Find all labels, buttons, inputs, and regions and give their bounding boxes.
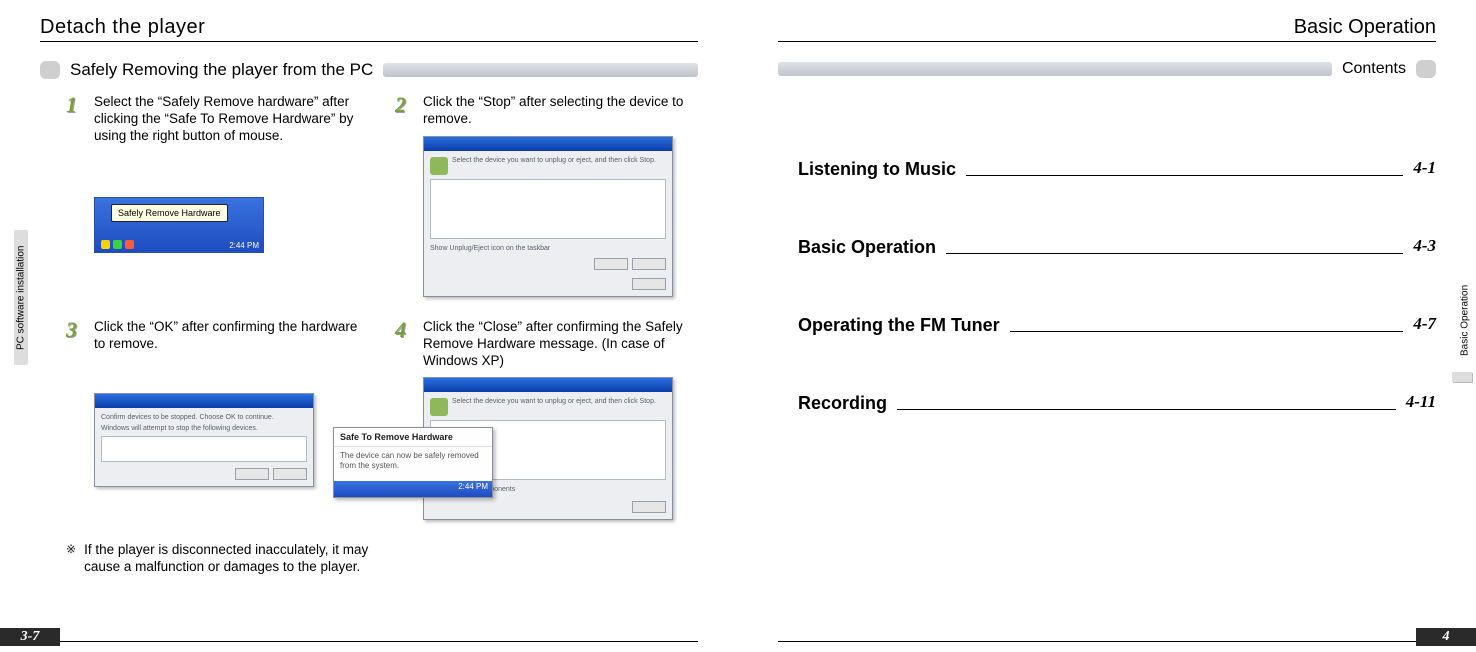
step-1: 1 Select the “Safely Remove hardware” af… <box>66 94 369 297</box>
toc-label: Listening to Music <box>798 159 956 180</box>
sub-heading-cap-icon <box>40 61 60 79</box>
page-right: Basic Operation Contents Listening to Mu… <box>738 0 1476 652</box>
safe-remove-balloon: Safe To Remove Hardware The device can n… <box>333 427 493 497</box>
toc-leader <box>897 409 1396 410</box>
contents-bar <box>778 62 1332 76</box>
step-3: 3 Click the “OK” after confirming the ha… <box>66 319 369 521</box>
side-tab-label: PC software installation <box>14 230 28 365</box>
sub-heading-bar <box>383 63 698 77</box>
taskbar-bubble: Safely Remove Hardware <box>111 204 228 222</box>
right-footer: 4 <box>778 628 1476 646</box>
toc-item: Operating the FM Tuner 4-7 <box>798 314 1436 336</box>
toc-page: 4-1 <box>1413 158 1436 180</box>
toc-leader <box>966 175 1403 176</box>
toc-label: Recording <box>798 393 887 414</box>
table-of-contents: Listening to Music 4-1 Basic Operation 4… <box>778 158 1436 414</box>
step-number: 4 <box>395 319 417 341</box>
usb-icon <box>430 398 448 416</box>
side-tab-left: PC software installation <box>14 230 28 365</box>
step-number: 2 <box>395 94 417 116</box>
step-text: Click the “Close” after confirming the S… <box>423 319 698 370</box>
page-number: 3-7 <box>0 628 60 646</box>
side-tab-tick <box>1452 372 1472 382</box>
side-tab-right: Basic Operation <box>1458 260 1472 380</box>
side-tab-label: Basic Operation <box>1458 260 1472 380</box>
step-1-screenshot: Safely Remove Hardware 2:44 PM <box>94 197 369 253</box>
close-button[interactable] <box>632 278 666 290</box>
steps-grid: 1 Select the “Safely Remove hardware” af… <box>40 94 698 520</box>
usb-icon <box>430 157 448 175</box>
step-text: Click the “Stop” after selecting the dev… <box>423 94 698 128</box>
toc-leader <box>946 253 1403 254</box>
step-number: 3 <box>66 319 88 341</box>
toc-leader <box>1010 331 1404 332</box>
step-2: 2 Click the “Stop” after selecting the d… <box>395 94 698 297</box>
toc-item: Basic Operation 4-3 <box>798 236 1436 258</box>
step-3-screenshot: Confirm devices to be stopped. Choose OK… <box>94 393 369 487</box>
contents-cap-icon <box>1416 60 1436 78</box>
step-4: 4 Click the “Close” after confirming the… <box>395 319 698 521</box>
xp-titlebar <box>424 378 672 392</box>
xp-titlebar <box>95 394 313 408</box>
footer-rule <box>778 641 1416 642</box>
note-icon: ※ <box>66 542 76 558</box>
sub-heading-row: Safely Removing the player from the PC <box>40 60 698 80</box>
close-button[interactable] <box>632 501 666 513</box>
step-number: 1 <box>66 94 88 116</box>
tray-icon <box>113 240 122 249</box>
toc-item: Listening to Music 4-1 <box>798 158 1436 180</box>
toc-page: 4-3 <box>1413 236 1436 258</box>
tray-icon <box>125 240 134 249</box>
step-text: Select the “Safely Remove hardware” afte… <box>94 94 369 145</box>
step-2-screenshot: Select the device you want to unplug or … <box>423 136 698 297</box>
toc-item: Recording 4-11 <box>798 392 1436 414</box>
contents-label: Contents <box>1342 60 1406 78</box>
page-title: Detach the player <box>40 16 205 39</box>
note-row: ※ If the player is disconnected inaccula… <box>40 542 698 576</box>
sub-heading: Safely Removing the player from the PC <box>70 60 373 80</box>
left-title-bar: Detach the player <box>40 16 698 42</box>
contents-row: Contents <box>778 60 1436 78</box>
step-4-screenshot: Select the device you want to unplug or … <box>423 377 698 520</box>
right-title-bar: Basic Operation <box>778 16 1436 42</box>
taskbar-clock: 2:44 PM <box>229 241 259 250</box>
footer-rule <box>60 641 698 642</box>
ok-button[interactable] <box>235 468 269 480</box>
step-text: Click the “OK” after confirming the hard… <box>94 319 369 353</box>
toc-label: Operating the FM Tuner <box>798 315 1000 336</box>
note-text: If the player is disconnected inacculate… <box>84 542 374 576</box>
xp-titlebar <box>424 137 672 151</box>
page-title: Basic Operation <box>1294 16 1436 39</box>
page-left: Detach the player Safely Removing the pl… <box>0 0 738 652</box>
toc-page: 4-7 <box>1413 314 1436 336</box>
toc-label: Basic Operation <box>798 237 936 258</box>
tray-icon <box>101 240 110 249</box>
left-footer: 3-7 <box>0 628 698 646</box>
page-number: 4 <box>1416 628 1476 646</box>
stop-button[interactable] <box>632 258 666 270</box>
properties-button[interactable] <box>594 258 628 270</box>
tray-icons <box>101 240 134 249</box>
toc-page: 4-11 <box>1406 392 1436 414</box>
cancel-button[interactable] <box>273 468 307 480</box>
